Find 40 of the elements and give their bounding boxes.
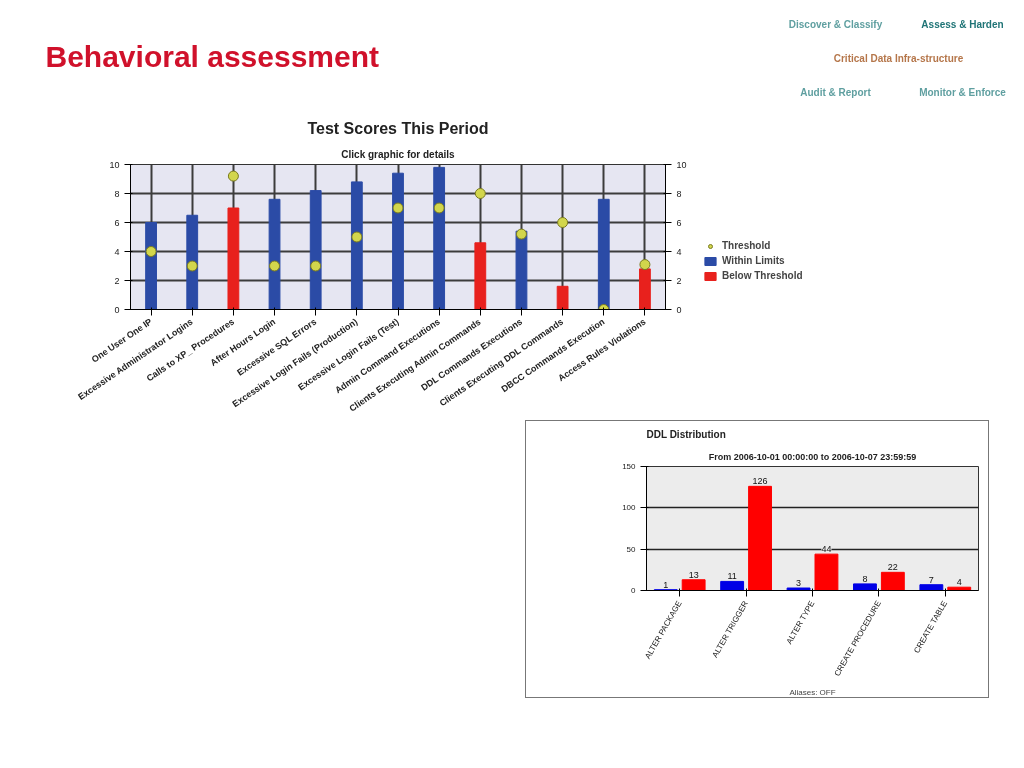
y-tick-label: 100 — [622, 503, 637, 513]
legend-label: Threshold — [722, 240, 771, 251]
data-label: 7 — [928, 574, 934, 585]
chart-subtitle: Click graphic for details — [341, 148, 456, 160]
data-label: 13 — [688, 569, 699, 580]
chart-title: DDL Distribution — [646, 428, 726, 440]
data-label: 3 — [796, 578, 802, 589]
y-tick-label: 2 — [114, 275, 120, 286]
y-tick-label: 10 — [109, 159, 120, 170]
data-label: 126 — [752, 476, 768, 487]
data-label: 11 — [727, 571, 737, 582]
legend-label: Below Threshold — [722, 270, 803, 281]
data-label: 4 — [956, 577, 962, 588]
text: Critical Data Infra-structure — [833, 53, 964, 64]
y-tick-label: 50 — [626, 544, 637, 554]
y2-tick-label: 4 — [676, 246, 682, 257]
text: Monitor & Enforce — [919, 87, 1007, 98]
data-label: 44 — [821, 544, 832, 555]
y-tick-label: 150 — [622, 462, 637, 471]
data-label: 1 — [663, 579, 669, 590]
y-tick-label: 6 — [114, 217, 120, 228]
text: Behavioral assessment — [45, 40, 380, 73]
text: Assess & Harden — [921, 19, 1004, 30]
y2-tick-label: 2 — [676, 275, 682, 286]
y-tick-label: 4 — [114, 246, 120, 257]
y2-tick-label: 10 — [676, 159, 687, 170]
y-tick-label: 0 — [631, 586, 637, 595]
data-label: 8 — [862, 573, 868, 584]
chart-subtitle: From 2006-10-01 00:00:00 to 2006-10-07 23:59:59 — [708, 451, 917, 462]
y-tick-label: 0 — [114, 304, 120, 315]
text: Audit & Report — [800, 87, 872, 98]
text: Discover & Classify — [788, 19, 883, 30]
y2-tick-label: 0 — [676, 304, 682, 315]
y2-tick-label: 6 — [676, 217, 682, 228]
y2-tick-label: 8 — [676, 188, 682, 199]
data-label: 22 — [887, 562, 898, 573]
legend-label: Within Limits — [722, 255, 785, 266]
y-tick-label: 8 — [114, 188, 120, 199]
chart-title: Test Scores This Period — [307, 119, 489, 137]
x-axis-title: Aliases: OFF — [789, 687, 836, 697]
